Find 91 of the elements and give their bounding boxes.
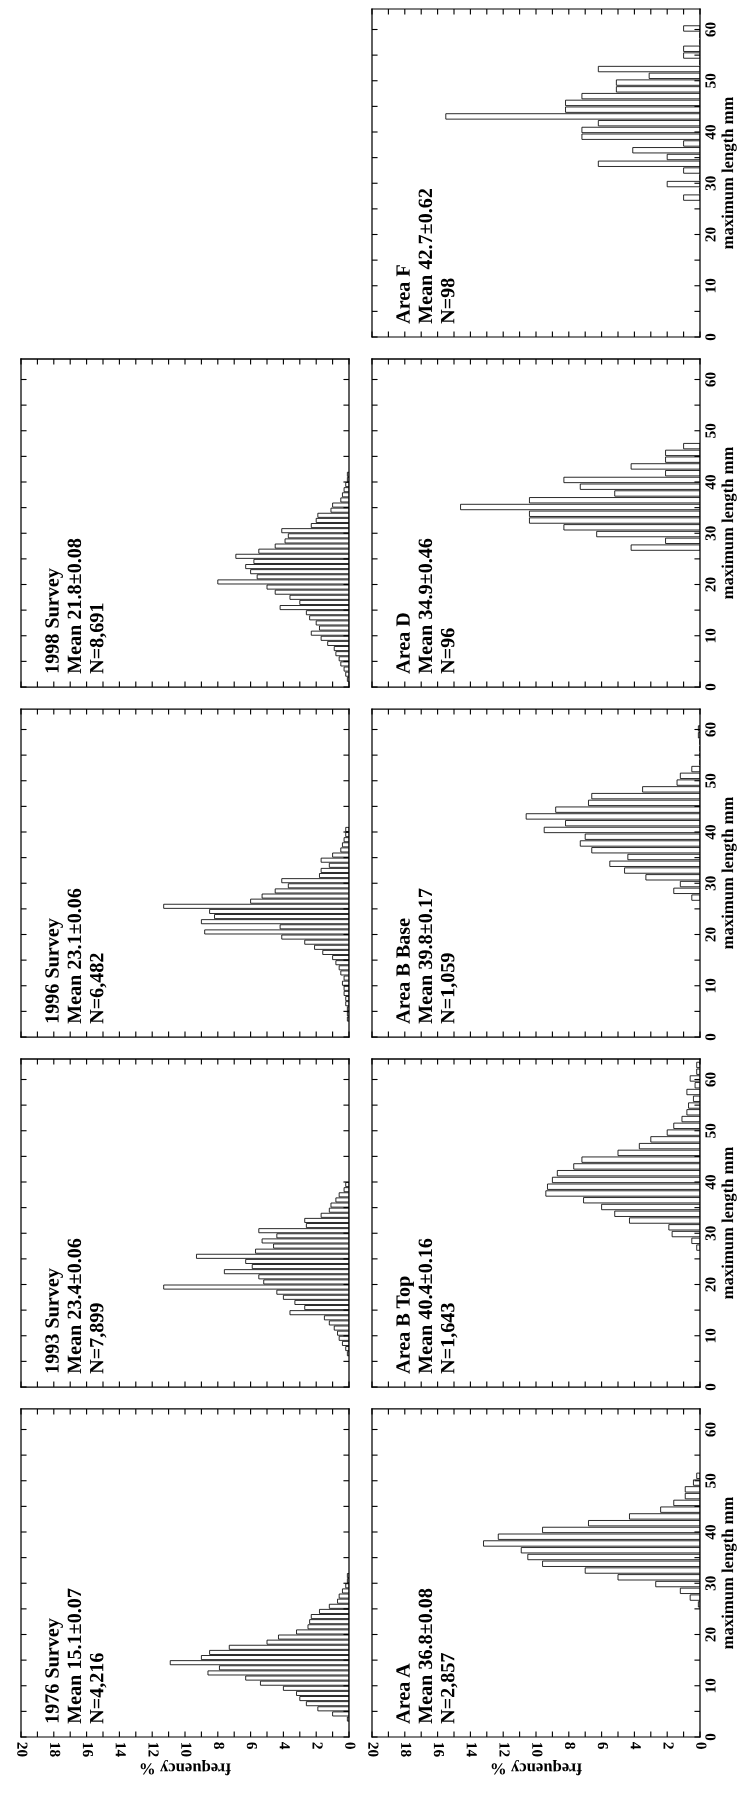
- annotation: N=1,059: [440, 953, 458, 1024]
- text: Mean 21.8±0.08: [67, 538, 82, 674]
- annotation: N=1,643: [440, 1303, 458, 1374]
- y-tick-label: 20: [705, 1627, 716, 1642]
- y-tick-label: 0: [705, 1033, 716, 1041]
- x-tick-label: 10: [532, 1743, 543, 1757]
- text: Mean 42.7±0.62: [418, 188, 433, 324]
- text: Area B Top: [396, 1276, 414, 1374]
- x-tick-label: 0: [345, 1742, 356, 1749]
- y-tick-label: 10: [705, 978, 716, 993]
- x-tick-label: 18: [400, 1743, 412, 1757]
- y-tick-label: 40: [705, 1174, 716, 1190]
- x-tick-label: 2: [312, 1742, 323, 1749]
- x-tick-label: 10: [181, 1743, 192, 1757]
- y-tick-label: 50: [705, 73, 716, 88]
- y-tick-label: 50: [705, 1473, 716, 1488]
- text: Area D: [396, 613, 410, 674]
- y-tick-label: 20: [705, 577, 716, 592]
- y-tick-label: 10: [705, 1678, 716, 1693]
- x-tick-label: 2: [663, 1742, 674, 1749]
- x-tick-label: 12: [499, 1743, 510, 1757]
- y-tick-label: 60: [705, 372, 716, 387]
- y-tick-label: 30: [705, 876, 716, 891]
- text: 1998 Survey: [45, 568, 63, 673]
- y-tick-label: 60: [705, 22, 716, 37]
- y-axis-title: maximum length mm: [721, 796, 737, 949]
- x-axis-title: frequency %: [491, 1759, 582, 1776]
- x-tick-label: 16: [433, 1743, 445, 1757]
- y-tick-label: 10: [705, 1328, 716, 1343]
- y-axis-title: maximum length mm: [721, 1146, 737, 1299]
- x-tick-label: 14: [466, 1743, 477, 1757]
- y-tick-label: 0: [705, 683, 716, 691]
- y-axis-title: maximum length mm: [721, 446, 737, 599]
- x-tick-label: 4: [279, 1742, 290, 1750]
- x-tick-label: 14: [115, 1743, 126, 1757]
- y-axis-title: maximum length mm: [721, 96, 737, 249]
- y-tick-label: 40: [705, 124, 716, 140]
- x-tick-label: 4: [630, 1742, 641, 1750]
- x-tick-label: 6: [246, 1742, 258, 1750]
- x-tick-label: 20: [368, 1742, 379, 1757]
- y-tick-label: 40: [705, 1524, 716, 1540]
- x-axis-title: frequency %: [140, 1759, 231, 1776]
- y-tick-label: 60: [705, 1072, 716, 1087]
- annotation: N=98: [440, 278, 455, 324]
- y-tick-label: 30: [705, 1576, 716, 1591]
- text: Mean 34.9±0.46: [418, 538, 433, 674]
- text: Mean 39.8±0.17: [418, 888, 433, 1024]
- annotation: N=8,691: [89, 603, 107, 674]
- y-tick-label: 0: [705, 333, 716, 341]
- x-tick-label: 0: [696, 1742, 707, 1749]
- x-tick-label: 18: [49, 1743, 61, 1757]
- x-tick-label: 6: [597, 1742, 609, 1750]
- text: Mean 40.4±0.16: [418, 1238, 433, 1374]
- text: Area B Base: [396, 918, 410, 1024]
- x-tick-label: 16: [82, 1743, 94, 1757]
- y-tick-label: 20: [705, 927, 716, 942]
- y-tick-label: 0: [705, 1733, 716, 1741]
- y-tick-label: 50: [705, 1123, 716, 1138]
- text: 1993 Survey: [45, 1268, 63, 1373]
- x-tick-label: 8: [564, 1742, 576, 1749]
- text: Mean 15.1±0.07: [67, 1588, 82, 1724]
- text: Area A: [396, 1663, 410, 1724]
- annotation: N=4,216: [89, 1653, 107, 1724]
- y-tick-label: 60: [705, 722, 716, 737]
- annotation: N=6,482: [89, 953, 107, 1024]
- y-tick-label: 30: [705, 176, 716, 191]
- text: Area F: [396, 265, 410, 324]
- x-tick-label: 8: [213, 1742, 225, 1749]
- y-axis-title: maximum length mm: [721, 1496, 737, 1649]
- annotation: N=2,857: [440, 1653, 458, 1724]
- y-tick-label: 40: [705, 824, 716, 840]
- y-tick-label: 50: [705, 773, 716, 788]
- annotation: N=96: [440, 628, 455, 674]
- y-tick-label: 30: [705, 526, 716, 541]
- y-tick-label: 10: [705, 278, 716, 293]
- text: 1976 Survey: [45, 1618, 63, 1723]
- y-tick-label: 10: [705, 628, 716, 643]
- y-tick-label: 0: [705, 1383, 716, 1391]
- y-tick-label: 60: [705, 1422, 716, 1437]
- y-tick-label: 40: [705, 474, 716, 490]
- y-tick-label: 20: [705, 227, 716, 242]
- text: Mean 23.1±0.06: [67, 888, 82, 1024]
- text: Mean 36.8±0.08: [418, 1588, 433, 1724]
- x-tick-label: 12: [148, 1743, 159, 1757]
- annotation: N=7,899: [89, 1303, 107, 1374]
- text: Mean 23.4±0.06: [67, 1238, 82, 1374]
- y-tick-label: 50: [705, 423, 716, 438]
- y-tick-label: 20: [705, 1277, 716, 1292]
- y-tick-label: 30: [705, 1226, 716, 1241]
- x-tick-label: 20: [17, 1742, 28, 1757]
- text: 1996 Survey: [45, 918, 63, 1023]
